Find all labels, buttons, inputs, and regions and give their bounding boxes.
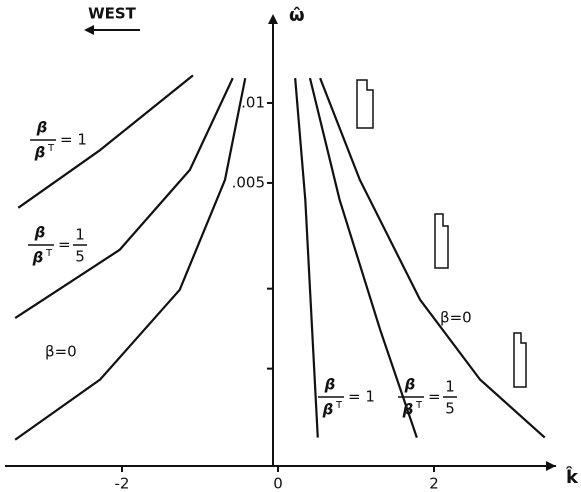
x-tick-label: -2 bbox=[115, 475, 130, 492]
west-arrowhead bbox=[84, 25, 94, 35]
label-numerator: β bbox=[324, 376, 336, 394]
curve-label: β=0 bbox=[45, 343, 77, 361]
curve-label: ββ T =1 5 bbox=[398, 376, 457, 419]
curve-label: β=0 bbox=[440, 309, 472, 327]
label-rhs: = bbox=[428, 388, 441, 406]
label-sup: T bbox=[47, 143, 55, 154]
curve-label: ββ T = 1 bbox=[30, 119, 87, 162]
y-tick-label: .005 bbox=[232, 173, 265, 191]
y-axis-label: ω̂ bbox=[289, 5, 305, 26]
x-tick-label: 0 bbox=[273, 475, 283, 492]
x-arrow bbox=[546, 461, 556, 471]
scan-marks bbox=[356, 79, 527, 388]
label-rhs: = 1 bbox=[60, 131, 87, 149]
curve bbox=[14, 77, 247, 441]
x-axis-label: k̂ bbox=[566, 467, 579, 488]
curve bbox=[319, 77, 546, 439]
label-denominator: β bbox=[402, 401, 414, 419]
label-sup: T bbox=[45, 248, 53, 259]
curve-label: ββ T = 1 bbox=[318, 376, 375, 419]
label-numerator: β bbox=[36, 119, 48, 137]
curve-label: ββ T =1 5 bbox=[28, 224, 87, 267]
label-denominator: β bbox=[32, 249, 44, 267]
label-text: β=0 bbox=[45, 343, 77, 361]
label-denominator: β bbox=[34, 144, 46, 162]
y-arrow bbox=[268, 14, 278, 24]
label-rhs-denominator: 5 bbox=[445, 400, 455, 418]
curve bbox=[294, 78, 319, 438]
curve bbox=[17, 74, 194, 209]
x-tick-label: 2 bbox=[429, 475, 439, 492]
label-sup: T bbox=[335, 400, 343, 411]
y-tick-label: .01 bbox=[241, 93, 265, 111]
label-sup: T bbox=[415, 400, 423, 411]
label-numerator: β bbox=[34, 224, 46, 242]
label-rhs-denominator: 5 bbox=[75, 248, 85, 266]
curve bbox=[308, 77, 418, 438]
label-rhs: = bbox=[58, 236, 71, 254]
label-rhs-numerator: 1 bbox=[445, 378, 455, 396]
label-denominator: β bbox=[322, 401, 334, 419]
label-text: β=0 bbox=[440, 309, 472, 327]
label-numerator: β bbox=[404, 376, 416, 394]
label-rhs-numerator: 1 bbox=[75, 226, 85, 244]
curve bbox=[14, 77, 234, 319]
label-rhs: = 1 bbox=[348, 388, 375, 406]
direction-label: WEST bbox=[88, 5, 137, 23]
